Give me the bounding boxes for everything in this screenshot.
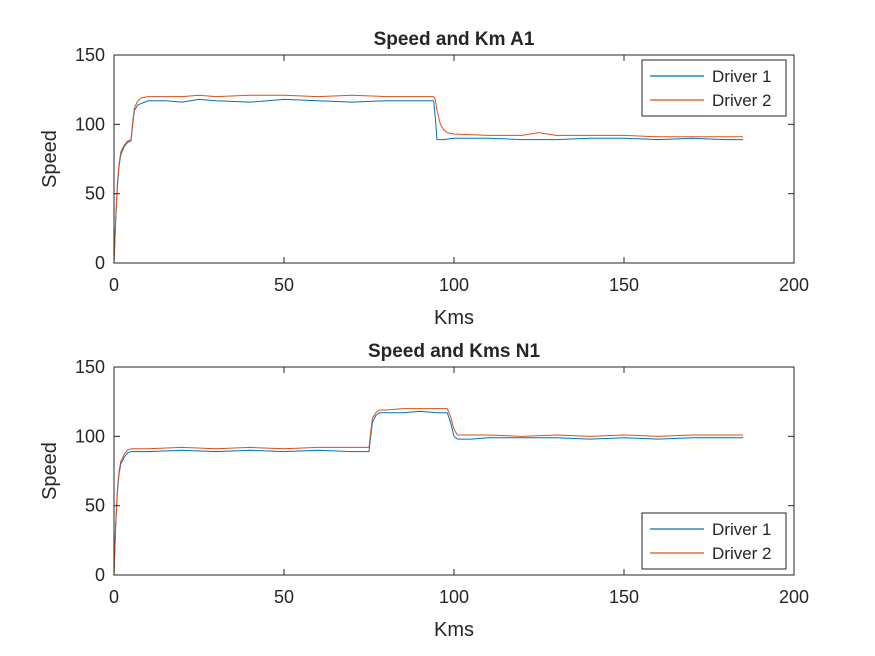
- x-tick-label: 150: [609, 275, 639, 295]
- y-tick-label: 0: [95, 565, 105, 585]
- y-tick-label: 0: [95, 253, 105, 273]
- x-tick-label: 150: [609, 587, 639, 607]
- series-line-driver-2: [113, 408, 743, 576]
- series-line-driver-2: [113, 94, 743, 264]
- series-line-driver-1: [113, 410, 743, 576]
- legend-box: [641, 59, 787, 117]
- x-tick-label: 200: [779, 275, 809, 295]
- x-tick-label: 50: [274, 275, 294, 295]
- chart-1: 0 50 100 150 200 0 50 100 150 Speed and Km A1 Kms S…: [39, 29, 809, 329]
- legend-label-driver-1: Driver 1: [712, 67, 772, 86]
- x-tick-label: 0: [109, 587, 119, 607]
- chart-title: Speed and Kms N1: [368, 341, 541, 362]
- x-tick-label: 100: [439, 275, 469, 295]
- y-tick-label: 100: [75, 114, 105, 134]
- legend: Driver 1 Driver 2: [641, 512, 787, 570]
- y-axis-label: Speed: [39, 130, 61, 188]
- y-tick-label: 50: [85, 496, 105, 516]
- chart-title: Speed and Km A1: [374, 29, 535, 50]
- y-tick-label: 150: [75, 45, 105, 65]
- legend-box: [641, 512, 787, 570]
- legend: Driver 1 Driver 2: [641, 59, 787, 117]
- chart-2: 0 50 100 150 200 0 50 100 150 Speed and Kms N1 Kms…: [39, 341, 809, 641]
- x-axis-label: Kms: [434, 619, 474, 641]
- x-tick-label: 100: [439, 587, 469, 607]
- legend-label-driver-1: Driver 1: [712, 520, 772, 539]
- y-tick-label: 50: [85, 184, 105, 204]
- legend-label-driver-2: Driver 2: [712, 91, 772, 110]
- y-axis-label: Speed: [39, 442, 61, 500]
- x-tick-label: 50: [274, 587, 294, 607]
- legend-label-driver-2: Driver 2: [712, 544, 772, 563]
- x-axis-label: Kms: [434, 307, 474, 329]
- y-tick-label: 100: [75, 426, 105, 446]
- x-tick-label: 0: [109, 275, 119, 295]
- y-tick-label: 150: [75, 357, 105, 377]
- series-line-driver-1: [113, 98, 743, 264]
- x-tick-label: 200: [779, 587, 809, 607]
